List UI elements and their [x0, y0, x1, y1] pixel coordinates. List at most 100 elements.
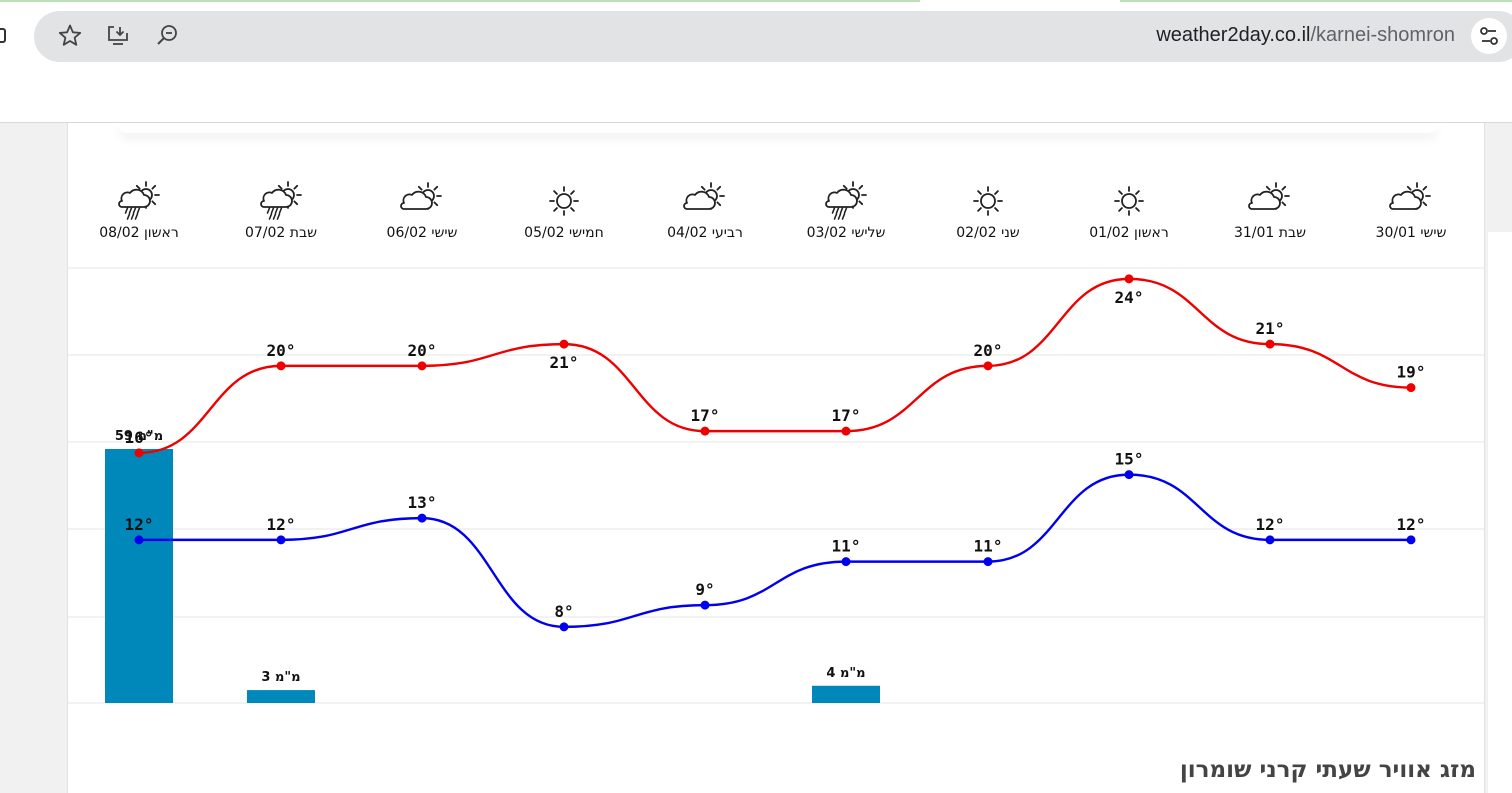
cloud-shape: [260, 188, 293, 208]
forecast-day-label: שישי 06/02: [386, 225, 458, 241]
temp-point: [1406, 535, 1416, 545]
rain-drops: [124, 207, 141, 220]
sunny-icon: [1114, 186, 1144, 216]
forecast-day-label: חמישי 05/02: [524, 225, 604, 241]
cloud-shape: [683, 190, 716, 210]
sun-shape: [973, 186, 1003, 216]
site-settings-icon: [1480, 27, 1498, 45]
temp-label: 17°: [832, 406, 861, 425]
forecast-day: רביעי 04/02: [645, 181, 765, 241]
temp-label: 20°: [408, 341, 437, 360]
temp-label: 8°: [554, 602, 573, 621]
temp-point: [1124, 470, 1134, 480]
cloud-shape: [1248, 190, 1281, 210]
rain-bars: 4 מ"מ 3 מ"מ 59 מ"מ: [105, 429, 880, 703]
temp-point: [700, 600, 710, 610]
temp-point: [1265, 535, 1275, 545]
site-settings-button[interactable]: [1471, 18, 1507, 54]
rain-bar: [247, 690, 315, 703]
temp-point: [417, 361, 427, 371]
temp-point: [983, 361, 993, 371]
forecast-day: חמישי 05/02: [504, 181, 624, 241]
sunny-icon: [549, 186, 579, 216]
temp-point: [1265, 339, 1275, 349]
forecast-day-label: שני 02/02: [956, 225, 1020, 241]
temp-label: 21°: [1256, 319, 1285, 338]
forecast-day-label: שלישי 03/02: [806, 225, 886, 241]
install-app-icon[interactable]: [105, 23, 131, 49]
forecast-day: שישי 30/01: [1351, 181, 1471, 241]
temp-point: [700, 426, 710, 436]
temp-point: [134, 448, 144, 458]
forecast-day: שבת 31/01: [1210, 181, 1330, 241]
temp-label: 20°: [267, 341, 296, 360]
page-load-indicator-2: [1120, 0, 1512, 2]
rain-bar: [812, 685, 880, 703]
sun-shape: [549, 186, 579, 216]
forecast-day: שלישי 03/02: [786, 181, 906, 241]
cloud-shape: [118, 188, 151, 208]
partly-cloudy-icon: [1389, 182, 1431, 210]
url-text[interactable]: weather2day.co.il/karnei-shomron: [1156, 24, 1455, 47]
forecast-day-label: שבת 07/02: [244, 225, 318, 241]
rain-label: 59 מ"מ: [115, 429, 163, 444]
extension-icon[interactable]: [0, 27, 8, 45]
low-temp-series: 12° 12° 15° 11° 11° 9° 8° 13° 12° 12°: [125, 450, 1426, 632]
temp-label: 9°: [695, 580, 714, 599]
high-temp-series: 19° 21° 24° 20° 17° 17° 21° 20° 20° 16°: [125, 274, 1426, 458]
forecast-day: שישי 06/02: [362, 181, 482, 241]
partly-cloudy-icon: [683, 182, 725, 210]
cloud-shape: [1389, 190, 1422, 210]
forecast-day-label: שבת 31/01: [1233, 225, 1307, 241]
temp-point: [559, 622, 569, 632]
temperature-chart: 4 מ"מ 3 מ"מ 59 מ"מ 19° 21° 24° 20° 17° 17° 21° 20°…: [68, 267, 1484, 704]
rain-drops: [266, 207, 283, 220]
hourly-section-title: מזג אוויר שעתי קרני שומרון: [1179, 757, 1476, 783]
temp-label: 21°: [550, 353, 579, 372]
forecast-day-label: רביעי 04/02: [667, 225, 743, 241]
temp-label: 24°: [1115, 288, 1144, 307]
rain-label: 3 מ"מ: [261, 670, 300, 685]
temp-label: 20°: [974, 341, 1003, 360]
temp-label: 12°: [267, 515, 296, 534]
cloud-shape: [825, 188, 858, 208]
partly-cloudy-icon: [1248, 182, 1290, 210]
sunny-icon: [973, 186, 1003, 216]
temp-label: 13°: [408, 493, 437, 512]
page-right-margin: [1488, 232, 1512, 793]
browser-toolbar: weather2day.co.il/karnei-shomron: [0, 0, 1512, 123]
rain-bar: [105, 449, 173, 703]
temp-line: [138, 277, 1412, 455]
address-bar[interactable]: [34, 11, 1512, 62]
forecast-day-label: ראשון 01/02: [1089, 225, 1169, 241]
chart-gridlines: [68, 267, 1484, 704]
temp-point: [276, 361, 286, 371]
temp-label: 12°: [1397, 515, 1426, 534]
forecast-day-label: ראשון 08/02: [99, 225, 179, 241]
zoom-icon[interactable]: [154, 23, 180, 49]
temp-label: 19°: [1397, 363, 1426, 382]
temp-point: [1406, 383, 1416, 393]
temp-label: 16°: [125, 428, 154, 447]
temp-label: 17°: [691, 406, 720, 425]
forecast-day-label: שישי 30/01: [1375, 225, 1447, 241]
forecast-day: שני 02/02: [928, 181, 1048, 241]
rain-showers-icon: [118, 181, 160, 220]
url-domain: weather2day.co.il: [1156, 24, 1311, 46]
forecast-day: שבת 07/02: [221, 181, 341, 241]
sun-shape: [1114, 186, 1144, 216]
rain-showers-icon: [825, 181, 867, 220]
temp-point: [559, 339, 569, 349]
temp-label: 12°: [125, 515, 154, 534]
rain-drops: [831, 207, 848, 220]
temp-point: [983, 557, 993, 567]
partly-cloudy-icon: [400, 182, 442, 210]
bookmark-star-icon[interactable]: [57, 23, 83, 49]
forecast-day: ראשון 08/02: [79, 181, 199, 241]
url-path: /karnei-shomron: [1310, 24, 1455, 46]
temp-label: 15°: [1115, 450, 1144, 469]
rain-showers-icon: [260, 181, 302, 220]
temp-label: 12°: [1256, 515, 1285, 534]
temp-point: [276, 535, 286, 545]
temp-point: [417, 513, 427, 523]
